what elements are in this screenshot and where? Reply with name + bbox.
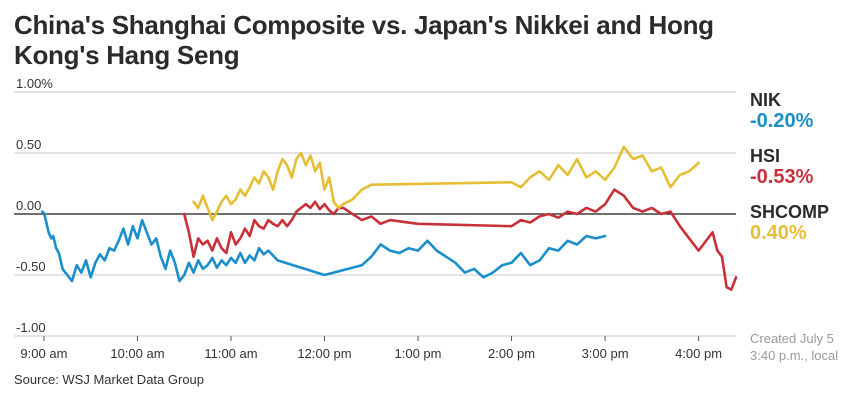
created-date: Created July 5 bbox=[750, 331, 834, 346]
legend-value-nik: -0.20% bbox=[750, 110, 814, 132]
x-tick-label: 4:00 pm bbox=[675, 346, 722, 361]
x-tick-label: 3:00 pm bbox=[582, 346, 629, 361]
y-tick-label: -1.00 bbox=[16, 320, 46, 335]
y-tick-label: 0.50 bbox=[16, 137, 41, 152]
grid-layer bbox=[14, 91, 736, 337]
tick-layer: 1.00% 0.50 0.00 -0.50 -1.00 9:00 am 10:00 am 11… bbox=[16, 76, 722, 361]
series-line-hsi bbox=[182, 188, 738, 291]
legend-item-shcomp: SHCOMP 0.40% bbox=[750, 202, 829, 244]
legend-value-hsi: -0.53% bbox=[750, 166, 814, 188]
created-note: Created July 5 3:40 p.m., local bbox=[750, 330, 838, 364]
series-line-shcomp bbox=[192, 145, 700, 222]
series-line-nik bbox=[40, 210, 607, 283]
legend-name-nik: NIK bbox=[750, 90, 781, 110]
x-tick-label: 2:00 pm bbox=[488, 346, 535, 361]
created-time: 3:40 p.m., local bbox=[750, 348, 839, 363]
x-tick-label: 12:00 pm bbox=[297, 346, 351, 361]
y-tick-label: 0.00 bbox=[16, 198, 41, 213]
x-tick-label: 9:00 am bbox=[20, 346, 67, 361]
chart-title: China's Shanghai Composite vs. Japan's N… bbox=[14, 10, 714, 70]
legend-item-hsi: HSI -0.53% bbox=[750, 146, 813, 188]
x-tick-label: 1:00 pm bbox=[395, 346, 442, 361]
x-tick-label: 11:00 am bbox=[204, 346, 257, 361]
series-layer bbox=[40, 145, 738, 291]
legend-item-nik: NIK -0.20% bbox=[750, 90, 813, 132]
y-tick-label: -0.50 bbox=[16, 259, 46, 274]
source-note: Source: WSJ Market Data Group bbox=[14, 372, 205, 387]
legend-name-shcomp: SHCOMP bbox=[750, 202, 830, 222]
legend-name-hsi: HSI bbox=[750, 146, 781, 166]
y-tick-label: 1.00% bbox=[16, 76, 53, 91]
x-tick-label: 10:00 am bbox=[110, 346, 164, 361]
legend-value-shcomp: 0.40% bbox=[750, 222, 807, 244]
